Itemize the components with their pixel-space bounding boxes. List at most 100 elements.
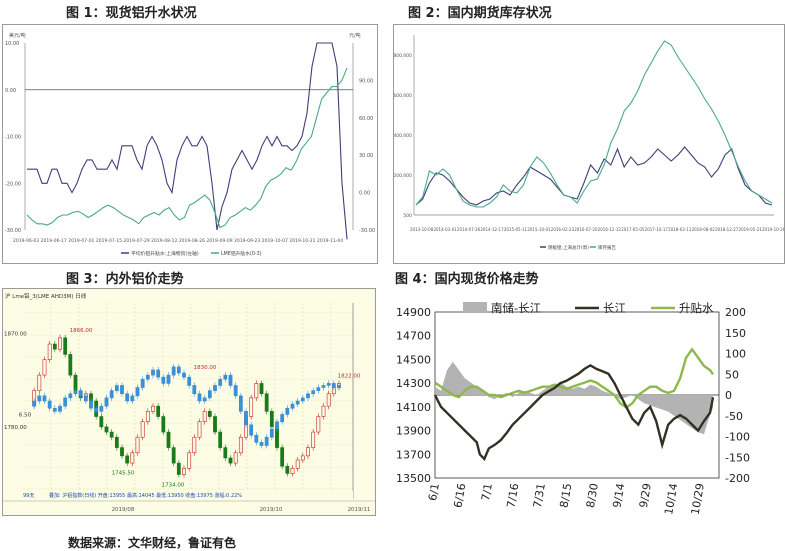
fig3-candle-body bbox=[187, 452, 192, 469]
fig3-candle-body bbox=[259, 442, 264, 446]
fig3-candle-body bbox=[300, 397, 305, 402]
fig4-x-tick: 9/14 bbox=[610, 482, 627, 509]
fig3-candle-body bbox=[161, 376, 166, 384]
fig3-candle-body bbox=[316, 387, 321, 391]
fig3-candle-body bbox=[171, 366, 176, 376]
fig3-candle-body bbox=[316, 416, 321, 433]
fig3-candle-body bbox=[182, 467, 186, 475]
fig3-candle-body bbox=[254, 434, 259, 443]
fig3-candle-body bbox=[264, 393, 269, 412]
fig3-candle-body bbox=[176, 366, 181, 374]
fig2-y-tick: 500 bbox=[403, 213, 412, 219]
fig1-left-tick: 0.00 bbox=[5, 88, 16, 94]
fig3-candle-body bbox=[140, 378, 145, 388]
fig3-candle-body bbox=[120, 447, 124, 457]
fig3-title: 图 3：内外铝价走势 bbox=[66, 272, 184, 287]
fig2-y-tick: 200,000 bbox=[394, 173, 412, 179]
fig1-left-tick: -30.00 bbox=[5, 228, 21, 234]
fig1-x-tick: 2019-10-21 bbox=[289, 238, 315, 244]
fig1-left-unit: 美元/吨 bbox=[9, 32, 26, 39]
fig3-candle-body bbox=[197, 421, 202, 438]
fig3-candle-body bbox=[99, 405, 104, 412]
fig3-candle-body bbox=[285, 465, 290, 474]
fig3-candle-body bbox=[321, 385, 326, 388]
fig1-series-line-1 bbox=[27, 42, 348, 240]
fig3-candle-body bbox=[197, 393, 202, 402]
fig4-title: 图 4：国内现货价格走势 bbox=[395, 272, 539, 287]
fig4-left-tick: 14700 bbox=[396, 330, 431, 343]
fig3-candle-body bbox=[156, 369, 161, 378]
fig1-x-tick: 2019-09-23 bbox=[234, 238, 260, 244]
fig3-candle-body bbox=[52, 407, 57, 412]
fig4-left-tick: 14100 bbox=[396, 401, 431, 414]
fig1-legend-label: 平均价铝升贴水:上海物贸(左轴) bbox=[131, 250, 199, 257]
fig3-candle-body bbox=[218, 378, 223, 386]
fig3-candle-body bbox=[114, 436, 119, 448]
fig3-candle-body bbox=[321, 405, 326, 417]
fig4-x-tick: 6/1 bbox=[426, 482, 442, 502]
fig3-price-label: 1822.00 bbox=[338, 373, 361, 379]
fig4-left-tick: 14300 bbox=[396, 377, 431, 390]
fig2-x-tick: 2019-10-26 bbox=[762, 227, 784, 232]
fig3-candle-body bbox=[58, 405, 62, 412]
fig3-candle-body bbox=[114, 385, 119, 391]
fig3-candle-body bbox=[275, 421, 279, 430]
fig4-left-tick: 13700 bbox=[396, 448, 431, 461]
fig2-x-tick: 2018-12-27 bbox=[715, 227, 739, 232]
fig2-title: 图 2：国内期货库存状况 bbox=[408, 6, 552, 21]
fig3-candle-body bbox=[290, 403, 295, 409]
fig4-area-south-changjiang bbox=[435, 361, 713, 435]
fig4-x-tick: 7/1 bbox=[479, 482, 495, 502]
fig3-candle-body bbox=[42, 395, 47, 402]
fig1-left-tick: 10.00 bbox=[5, 41, 19, 47]
fig2-x-tick: 2014-03-01 bbox=[433, 227, 457, 232]
fig4-right-tick: 100 bbox=[725, 348, 746, 361]
fig3-candle-body bbox=[130, 452, 135, 464]
fig3-candle-body bbox=[295, 400, 300, 405]
fig3-period: 99天 bbox=[23, 493, 34, 499]
fig3-panel: 沪 Lme铝_3(LME AHD3M) 日线 1870.00 1780.00 1866… bbox=[2, 288, 376, 516]
data-source: 数据来源：文华财经，鲁证有色 bbox=[68, 536, 237, 550]
fig3-candle-body bbox=[120, 385, 124, 395]
fig3-candle-body bbox=[47, 400, 52, 409]
fig2-series-line-2 bbox=[415, 40, 773, 208]
fig1-legend-label: LME铝升贴水(0-3) bbox=[221, 250, 262, 257]
fig1-x-tick: 2019-07-15 bbox=[96, 238, 122, 244]
fig3-candle-body bbox=[249, 424, 254, 436]
fig2-x-tick: 2017-10-17 bbox=[645, 227, 669, 232]
fig3-y-tick: 1870.00 bbox=[4, 332, 27, 338]
fig1-series-line-2 bbox=[26, 67, 348, 229]
fig3-candle-body bbox=[99, 416, 104, 428]
fig3-candle-body bbox=[42, 359, 47, 376]
fig3-candle-body bbox=[151, 405, 155, 412]
fig1-title: 图 1：现货铝升水状况 bbox=[66, 6, 197, 21]
fig4-right-tick: -150 bbox=[725, 451, 750, 464]
fig3-background bbox=[3, 289, 375, 515]
fig4-left-tick: 13900 bbox=[396, 425, 431, 438]
fig3-candle-body bbox=[264, 436, 269, 446]
fig3-candle-body bbox=[213, 385, 217, 391]
fig3-candle-body bbox=[171, 447, 176, 464]
fig1-left-tick: -10.00 bbox=[5, 135, 21, 141]
fig3-candle-body bbox=[145, 411, 150, 423]
fig2-x-tick: 2014-07-26 bbox=[457, 227, 481, 232]
fig2-x-tick: 2016-12-12 bbox=[598, 227, 622, 232]
fig3-candle-body bbox=[166, 431, 171, 448]
fig3-candle-body bbox=[109, 431, 114, 438]
fig3-candle-body bbox=[306, 393, 310, 399]
fig1-right-tick: 60.00 bbox=[359, 116, 373, 122]
fig4-right-tick: -100 bbox=[725, 431, 750, 444]
fig3-candle-body bbox=[32, 400, 37, 407]
fig4-x-tick: 8/15 bbox=[557, 482, 574, 509]
fig3-candle-body bbox=[68, 393, 73, 399]
fig3-candle-body bbox=[238, 395, 243, 412]
fig1-x-tick: 2019-06-03 bbox=[13, 238, 39, 244]
fig4-legend-swatch bbox=[463, 302, 487, 313]
fig3-candle-body bbox=[207, 390, 212, 399]
fig3-candle-body bbox=[238, 436, 243, 454]
fig3-candle-body bbox=[83, 395, 88, 402]
fig2-y-tick: 800,000 bbox=[394, 53, 412, 59]
fig2-x-tick: 2015-10-01 bbox=[527, 227, 551, 232]
fig2-x-tick: 2015-05-11 bbox=[504, 227, 528, 232]
fig1-x-tick: 2019-10-07 bbox=[262, 238, 288, 244]
